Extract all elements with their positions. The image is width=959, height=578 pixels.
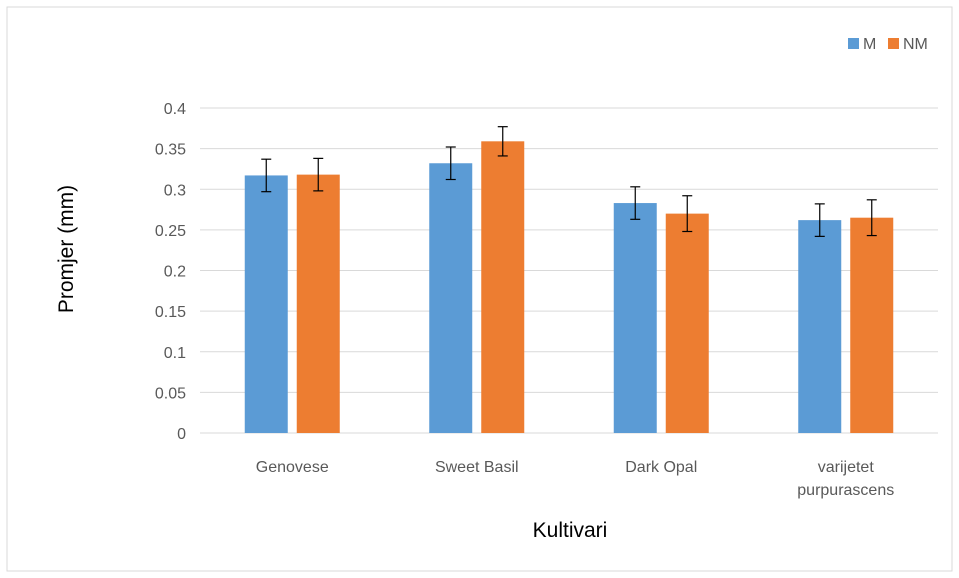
error-bar <box>261 158 272 193</box>
legend-label: NM <box>903 36 928 53</box>
y-tick-label: 0 <box>177 426 186 443</box>
y-tick-label: 0.1 <box>164 345 186 362</box>
bar <box>296 174 340 433</box>
x-tick-label: Sweet Basil <box>435 459 519 476</box>
x-axis-title: Kultivari <box>533 519 608 542</box>
x-tick-line: purpurascens <box>797 482 894 499</box>
bars <box>244 141 894 433</box>
error-bar <box>313 157 324 192</box>
x-tick-line: Sweet Basil <box>435 459 519 476</box>
y-axis-title: Promjer (mm) <box>55 185 78 313</box>
legend-swatch <box>888 38 899 49</box>
bar <box>850 217 894 433</box>
bar <box>481 141 525 433</box>
y-tick-label: 0.25 <box>155 223 186 240</box>
legend-label: M <box>863 36 876 53</box>
bar <box>613 203 657 433</box>
x-axis-ticks: Genovese Sweet Basil Dark Opal varijetet pur… <box>256 459 894 499</box>
y-tick-label: 0.05 <box>155 385 186 402</box>
bar <box>798 220 842 433</box>
x-tick-label: Dark Opal <box>625 459 697 476</box>
x-tick-label: Genovese <box>256 459 329 476</box>
y-axis-ticks: 0 0.05 0.1 0.15 0.2 0.25 0.3 0.35 0.4 <box>155 101 186 443</box>
error-bar <box>814 203 825 237</box>
bar <box>665 213 709 433</box>
y-tick-label: 0.3 <box>164 182 186 199</box>
y-tick-label: 0.2 <box>164 264 186 281</box>
legend: M NM <box>848 36 928 53</box>
bar <box>429 163 473 433</box>
error-bar <box>497 126 508 157</box>
bar <box>244 175 288 433</box>
y-tick-label: 0.15 <box>155 304 186 321</box>
error-bars <box>261 126 877 237</box>
error-bar <box>445 146 456 181</box>
y-tick-label: 0.4 <box>164 101 186 118</box>
error-bar <box>866 199 877 237</box>
legend-swatch <box>848 38 859 49</box>
error-bar <box>630 186 641 220</box>
x-tick-line: Dark Opal <box>625 459 697 476</box>
x-tick-line: varijetet <box>818 459 875 476</box>
x-tick-label: varijetet purpurascens <box>797 459 894 499</box>
x-tick-line: Genovese <box>256 459 329 476</box>
chart-border <box>6 6 953 572</box>
y-tick-label: 0.35 <box>155 142 186 159</box>
error-bar <box>682 195 693 233</box>
